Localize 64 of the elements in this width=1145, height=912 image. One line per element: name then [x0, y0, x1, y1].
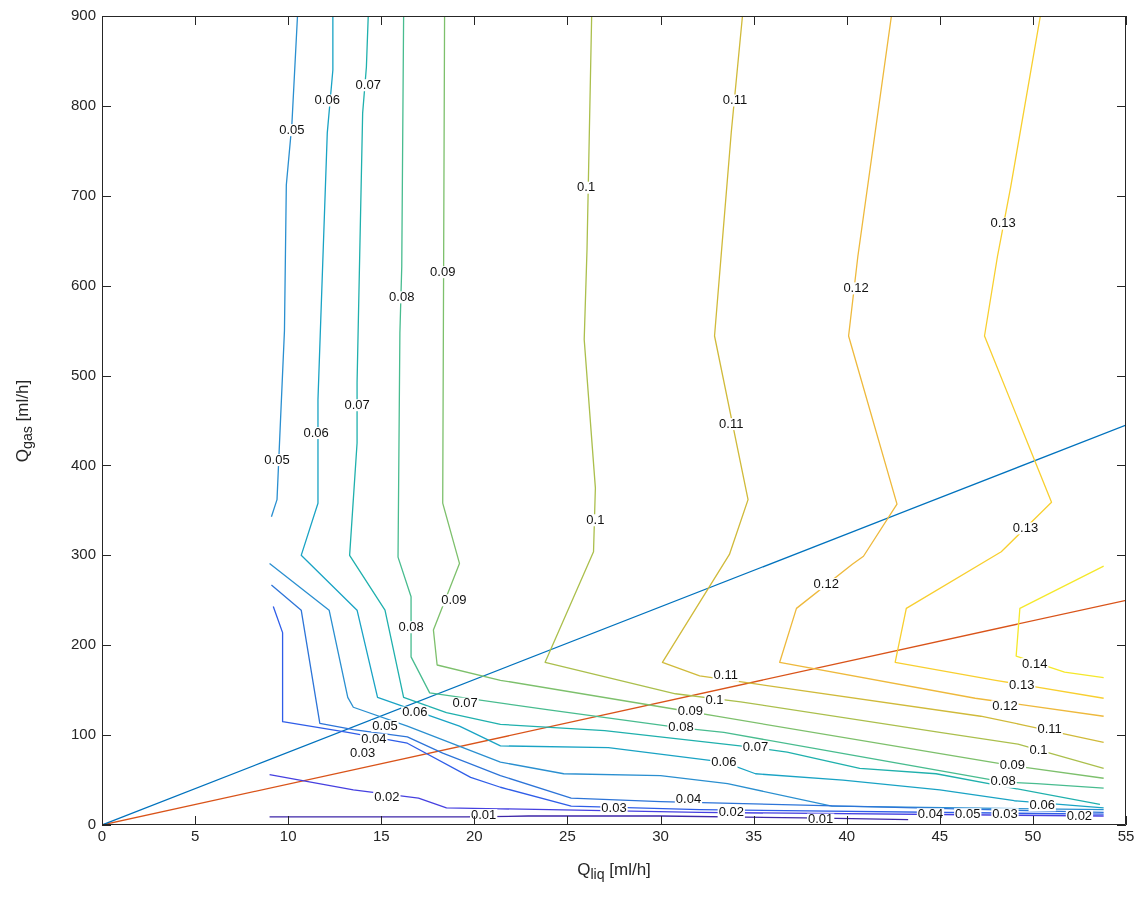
annotation: 0.02	[374, 788, 400, 804]
annotation: 0.13	[1009, 677, 1035, 693]
annotation: 0.05	[264, 451, 290, 467]
annotation: 0.02	[718, 803, 744, 819]
y-tick-label: 100	[70, 725, 96, 743]
annotation: 0.03	[601, 800, 627, 816]
y-tick-label: 900	[70, 6, 96, 24]
annotation: 0.06	[314, 92, 340, 108]
annotation: 0.12	[843, 279, 869, 295]
annotation: 0.08	[398, 618, 424, 634]
annotation: 0.11	[722, 92, 748, 108]
annotation: 0.13	[990, 215, 1016, 231]
annotation: 0.09	[441, 591, 467, 607]
x-tick-label: 25	[559, 827, 576, 845]
y-tick-label: 700	[70, 185, 96, 203]
y-tick-label: 500	[70, 365, 96, 383]
annotation: 0.1	[577, 179, 596, 195]
annotation: 0.04	[917, 805, 944, 821]
x-tick-label: 5	[190, 827, 200, 845]
x-tick-label: 30	[652, 827, 669, 845]
annotation: 0.04	[361, 731, 387, 747]
y-tick-label: 200	[70, 635, 96, 653]
y-tick-label: 400	[70, 455, 96, 473]
x-tick-label: 10	[279, 827, 297, 845]
y-tick-label: 800	[70, 96, 96, 114]
y-tick-label: 300	[70, 545, 96, 563]
x-tick-label: 20	[466, 827, 483, 845]
annotation: 0.08	[389, 288, 415, 304]
annotation: 0.05	[279, 121, 305, 137]
annotation: 0.05	[955, 805, 981, 821]
annotation: 0.06	[1029, 796, 1055, 812]
annotation: 0.04	[675, 791, 702, 807]
annotation: 0.11	[1037, 721, 1062, 737]
annotation: 0.01	[808, 811, 834, 827]
annotation: 0.07	[452, 695, 478, 711]
annotation: 0.03	[992, 805, 1018, 821]
x-tick-label: 0	[97, 827, 107, 845]
annotation: 0.06	[303, 424, 329, 440]
annotation: 0.12	[992, 697, 1018, 713]
annotation: 0.02	[1066, 807, 1093, 823]
annotation: 0.11	[713, 667, 738, 683]
annotation: 0.07	[355, 76, 381, 92]
annotation: 0.11	[719, 415, 744, 431]
annotation: 0.06	[402, 704, 428, 720]
x-axis-title: Q$_{liq}$ [ml/h]	[577, 860, 651, 883]
x-tick-label: 55	[1117, 827, 1135, 845]
annotation: 0.1	[705, 691, 724, 707]
annotation: 0.09	[430, 263, 456, 279]
x-tick-label: 40	[838, 827, 856, 845]
y-tick-label: 0	[87, 815, 96, 833]
x-tick-label: 50	[1024, 827, 1042, 845]
x-tick-label: 35	[745, 827, 762, 845]
x-tick-label: 15	[372, 827, 390, 845]
annotation: 0.1	[586, 511, 605, 527]
annotation: 0.05	[372, 717, 398, 733]
annotation: 0.01	[471, 806, 497, 822]
annotation: 0.07	[344, 396, 370, 412]
annotation: 0.12	[813, 575, 839, 591]
x-tick-label: 45	[931, 827, 949, 845]
annotation: 0.13	[1012, 519, 1039, 535]
annotation: 0.03	[350, 744, 376, 760]
y-tick-label: 600	[70, 275, 96, 293]
annotation: 0.14	[1022, 655, 1048, 671]
annotation: 0.1	[1029, 741, 1048, 757]
